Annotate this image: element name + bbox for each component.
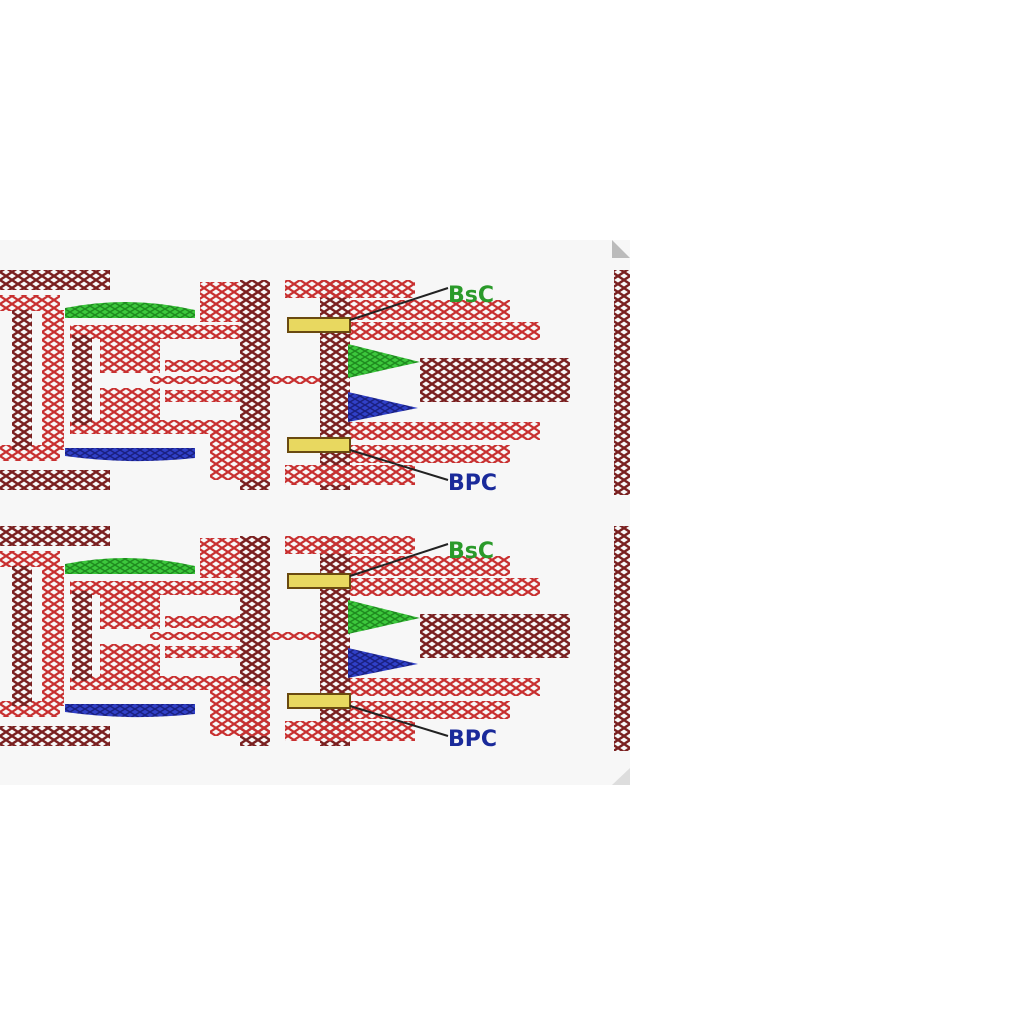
bsc-callout-label: BsC xyxy=(448,539,494,564)
bsc-callout-label: BsC xyxy=(448,283,494,308)
panel-top: BsC BPC xyxy=(0,269,630,496)
corner-fold-icon xyxy=(612,240,630,258)
panel-bottom: BsC BPC xyxy=(0,525,630,752)
corner-fold-icon xyxy=(612,768,630,785)
bpc-callout-label: BPC xyxy=(448,727,497,752)
weave-diagram-figure: BsC BPC BsC BPC xyxy=(0,240,630,785)
bpc-callout-label: BPC xyxy=(448,471,497,496)
